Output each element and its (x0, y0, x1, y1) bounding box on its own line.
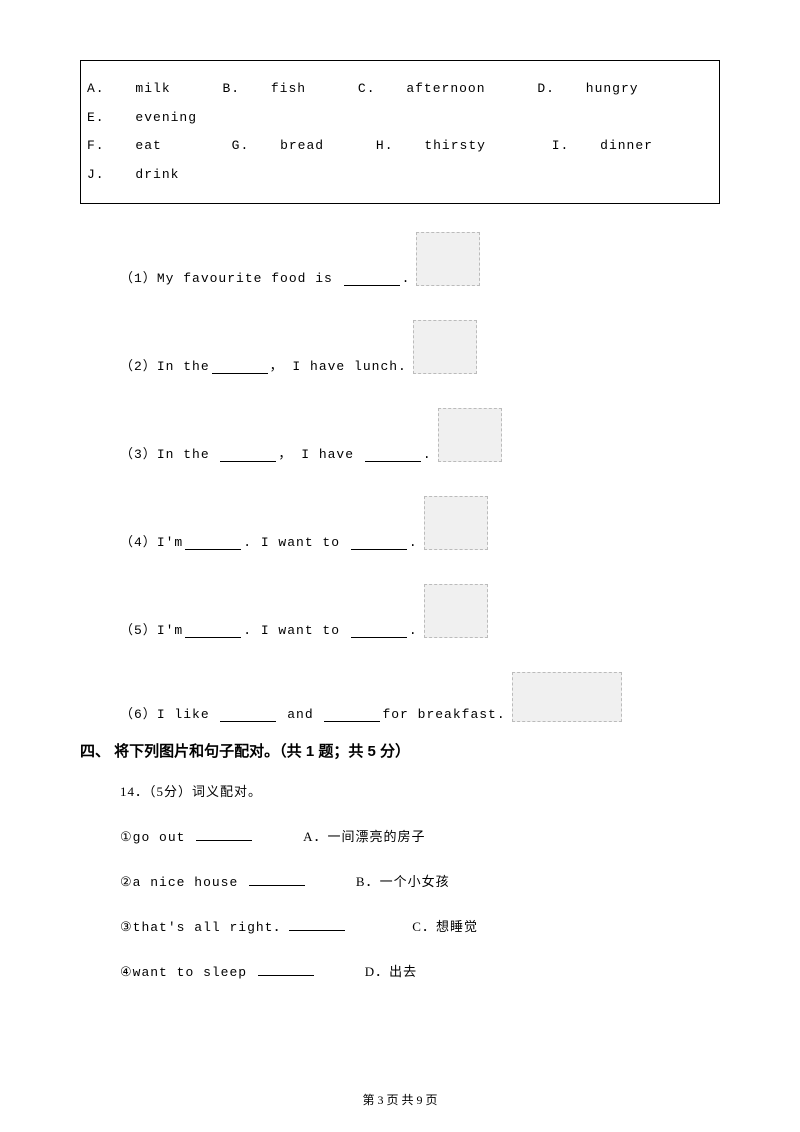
opt-i: I. dinner (552, 132, 675, 161)
opt-c: C. afternoon (358, 75, 508, 104)
blank-input[interactable] (185, 624, 241, 638)
opt-h: H. thirsty (376, 132, 508, 161)
blank-input[interactable] (212, 360, 268, 374)
blank-input[interactable] (351, 536, 407, 550)
page-footer: 第 3 页 共 9 页 (0, 1091, 800, 1108)
question-3: （3）In the ， I have . (120, 408, 720, 462)
blank-input[interactable] (365, 448, 421, 462)
question-4: （4）I'm. I want to . (120, 496, 720, 550)
thirsty-girl-icon (424, 584, 488, 638)
blank-input[interactable] (258, 962, 314, 976)
match-row-3: ③that's all right． C．想睡觉 (120, 916, 720, 935)
question-2: （2）In the， I have lunch. (120, 320, 720, 374)
question-6: （6）I like and for breakfast. (120, 672, 720, 722)
blank-input[interactable] (220, 708, 276, 722)
opt-b: B. fish (222, 75, 328, 104)
dinner-icon (438, 408, 502, 462)
question-1: （1）My favourite food is . (120, 232, 720, 286)
blank-input[interactable] (196, 827, 252, 841)
blank-input[interactable] (289, 917, 345, 931)
opt-j: J. drink (87, 161, 201, 190)
blank-input[interactable] (185, 536, 241, 550)
opt-g: G. bread (232, 132, 346, 161)
match-row-1: ①go out A．一间漂亮的房子 (120, 826, 720, 845)
match-row-4: ④want to sleep D．出去 (120, 961, 720, 980)
blank-input[interactable] (220, 448, 276, 462)
opt-e: E. evening (87, 104, 219, 133)
question-14-intro: 14．（5分）词义配对。 (120, 781, 720, 800)
word-bank-box: A. milk B. fish C. afternoon D. hungry E… (80, 60, 720, 204)
bread-milk-icon (512, 672, 622, 722)
section-4-heading: 四、 将下列图片和句子配对。（共 1 题；共 5 分） (80, 740, 720, 761)
blank-input[interactable] (344, 272, 400, 286)
word-row-2: F. eat G. bread H. thirsty I. dinner J. … (87, 132, 713, 189)
hungry-boy-icon (424, 496, 488, 550)
fish-icon (416, 232, 480, 286)
blank-input[interactable] (351, 624, 407, 638)
question-5: （5）I'm. I want to . (120, 584, 720, 638)
match-row-2: ②a nice house B．一个小女孩 (120, 871, 720, 890)
opt-f: F. eat (87, 132, 184, 161)
blank-input[interactable] (324, 708, 380, 722)
blank-input[interactable] (249, 872, 305, 886)
word-row-1: A. milk B. fish C. afternoon D. hungry E… (87, 75, 713, 132)
lunch-icon (413, 320, 477, 374)
opt-a: A. milk (87, 75, 193, 104)
opt-d: D. hungry (537, 75, 660, 104)
